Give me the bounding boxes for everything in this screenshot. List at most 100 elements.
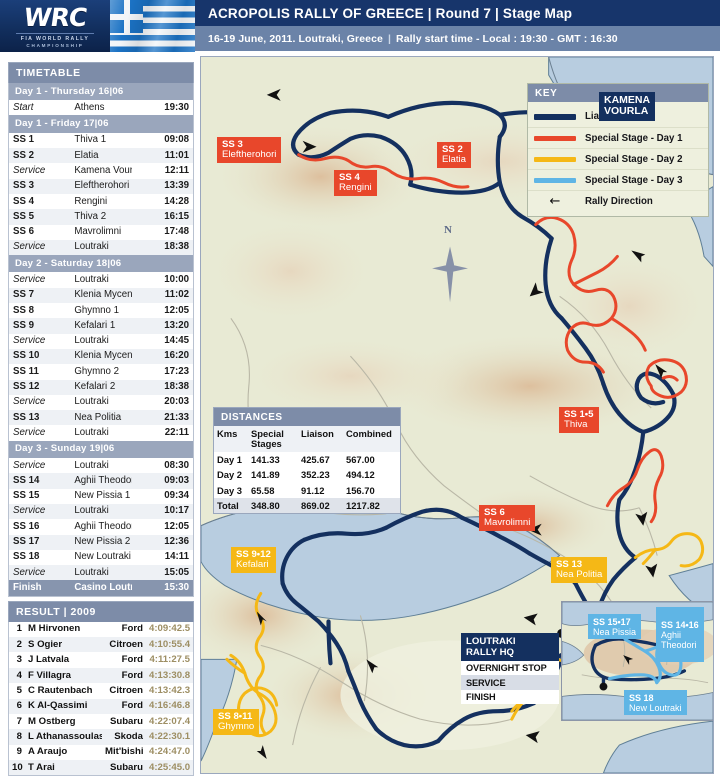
result-car: Skoda: [102, 729, 146, 745]
stage-time: 16:15: [131, 209, 193, 225]
distances-table: Kms Special Stages Liaison Combined Day 1 14…: [214, 426, 400, 514]
stage-code: Service: [9, 565, 71, 581]
result-car: Subaru: [102, 713, 146, 730]
distances-row: Day 1 141.33 425.67 567.00: [214, 452, 400, 467]
table-row: Service Loutraki 15:05: [9, 565, 193, 581]
hq-title: LOUTRAKI RALLY HQ: [461, 633, 559, 662]
table-row: SS 12 Kefalari 2 18:38: [9, 379, 193, 395]
table-row: SS 15 New Pissia 1 09:34: [9, 488, 193, 504]
table-row: Service Loutraki 20:03: [9, 394, 193, 411]
result-position: 8: [9, 729, 25, 745]
distances-row: Total 348.80 869.02 1217.82: [214, 497, 400, 514]
stage-time: 09:03: [131, 473, 193, 489]
stage-code: Service: [9, 272, 71, 288]
rally-direction-arrow-icon: ←: [549, 193, 561, 209]
stage-name: Ghymno 1: [70, 302, 132, 319]
key-item: Special Stage - Day 2: [528, 148, 708, 169]
result-time: 4:16:46.8: [146, 698, 193, 714]
result-time: 4:11:27.5: [146, 652, 193, 668]
result-driver: T Arai: [25, 759, 102, 776]
table-row: Service Loutraki 22:11: [9, 425, 193, 441]
stage-name: Aghii Theodori 1: [70, 473, 132, 489]
stage-name: Mavrolimni: [70, 224, 132, 240]
day-label: Day 1 - Thursday 16|06: [9, 83, 193, 101]
key-item-label: Rally Direction: [585, 195, 653, 207]
map-label-ss6: SS 6 Mavrolimni: [479, 505, 536, 532]
stage-code: SS 4: [9, 193, 71, 210]
stage-name: Athens: [70, 100, 132, 116]
subtitle-date-location: 16-19 June, 2011. Loutraki, Greece: [208, 32, 383, 45]
stage-code: Service: [9, 394, 71, 411]
timetable-day-header: Day 3 - Sunday 19|06: [9, 440, 193, 458]
distances-special: 348.80: [248, 497, 298, 514]
ss13-line2: Nea Politia: [556, 569, 603, 581]
map-label-ss4: SS 4 Rengini: [334, 170, 377, 197]
stage-code: Service: [9, 163, 71, 179]
wrc-wordmark: WRC: [21, 2, 89, 32]
result-driver: J Latvala: [25, 652, 102, 668]
distances-panel: DISTANCES Kms Special Stages Liaison Combin…: [213, 407, 401, 515]
ss6-line2: Mavrolimni: [484, 517, 531, 529]
ss15-line1: SS 1•5: [564, 408, 594, 420]
stage-time: 14:28: [131, 193, 193, 210]
table-row: SS 11 Ghymno 2 17:23: [9, 364, 193, 380]
key-item-label: Special Stage - Day 1: [585, 132, 683, 144]
stage-map[interactable]: N KEY LiaisonSpecial Stage - Day 1Specia…: [200, 56, 714, 774]
result-position: 10: [9, 759, 25, 776]
ss2-line1: SS 2: [442, 143, 463, 155]
stage-name: Nea Politia: [70, 410, 132, 426]
result-car: Citroen: [102, 637, 146, 653]
stage-name: Loutraki: [70, 425, 132, 441]
stage-time: 13:20: [131, 318, 193, 334]
distances-combined: 1217.82: [343, 497, 400, 514]
distances-column-header: Special Stages: [248, 426, 298, 452]
result-row: 10 T Arai Subaru 4:25:45.0: [9, 759, 193, 776]
stage-code: Service: [9, 503, 71, 520]
stage-name: Klenia Mycenae 1: [70, 287, 132, 303]
distances-row-label: Total: [214, 497, 248, 514]
day-label: Day 2 - Saturday 18|06: [9, 255, 193, 273]
table-row: SS 1 Thiva 1 09:08: [9, 132, 193, 148]
result-car: Ford: [102, 652, 146, 668]
result-title: RESULT | 2009: [8, 600, 194, 622]
result-position: 1: [9, 621, 25, 638]
stage-name: Thiva 2: [70, 209, 132, 225]
hq-legend-row: OVERNIGHT STOP: [461, 661, 559, 676]
stage-time: 17:23: [131, 364, 193, 380]
stage-code: SS 6: [9, 224, 71, 240]
distances-liaison: 91.12: [301, 484, 325, 496]
key-swatch-s1: [534, 135, 576, 141]
stage-name: Kefalari 2: [70, 379, 132, 395]
stage-code: SS 1: [9, 132, 71, 148]
stage-time: 11:02: [131, 287, 193, 303]
stage-name: Loutraki: [70, 503, 132, 520]
stage-code: Service: [9, 239, 71, 256]
page-title: ACROPOLIS RALLY OF GREECE | Round 7 | St…: [195, 0, 720, 26]
hq-rows: OVERNIGHT STOP SERVICE FINISH: [461, 661, 559, 705]
result-time: 4:09:42.5: [146, 621, 193, 638]
stage-code: SS 16: [9, 519, 71, 535]
greece-flag-icon: [110, 0, 195, 52]
page-subtitle: 16-19 June, 2011. Loutraki, Greece | Ral…: [195, 26, 720, 52]
stage-code: SS 9: [9, 318, 71, 334]
table-row: Start Athens 19:30: [9, 100, 193, 116]
stage-time: 09:08: [131, 132, 193, 148]
ss4-line1: SS 4: [339, 171, 360, 183]
day3-inset-map[interactable]: SS 15•17 Nea Pissia SS 14•16 Aghii Theod…: [561, 601, 713, 721]
result-car: Mit'bishi: [102, 744, 146, 760]
ss13-line1: SS 13: [556, 558, 583, 570]
stage-time: 09:34: [131, 488, 193, 504]
table-row: Service Loutraki 10:00: [9, 272, 193, 288]
timetable-panel: Day 1 - Thursday 16|06 Start Athens 19:30 Da…: [8, 83, 194, 597]
north-letter: N: [444, 224, 452, 236]
distances-column-header: Liaison: [298, 426, 343, 452]
stage-code: SS 14: [9, 473, 71, 489]
result-car: Ford: [102, 667, 146, 684]
